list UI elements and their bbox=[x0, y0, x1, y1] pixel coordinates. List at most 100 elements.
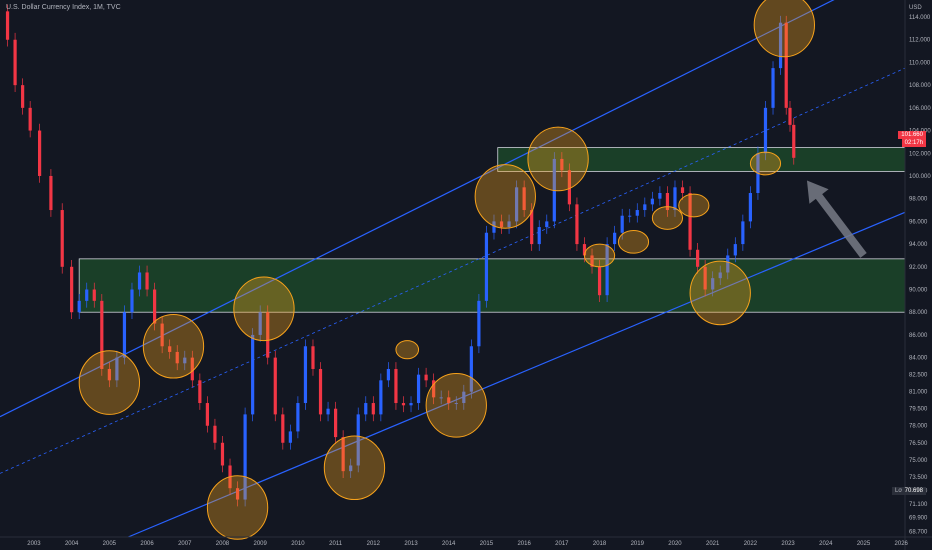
low-label: Low bbox=[892, 487, 910, 495]
candle bbox=[792, 124, 796, 158]
candle bbox=[175, 351, 179, 364]
candle bbox=[318, 368, 323, 415]
highlight-circle-3 bbox=[233, 276, 295, 342]
time-tick-label: 2026 bbox=[895, 541, 909, 547]
candle bbox=[741, 221, 745, 245]
candle bbox=[364, 403, 368, 415]
highlight-circle-9 bbox=[583, 243, 616, 268]
candle bbox=[537, 227, 541, 245]
time-tick-label: 2010 bbox=[291, 541, 305, 547]
time-tick-label: 2007 bbox=[178, 541, 192, 547]
price-tick-label: 75.000 bbox=[909, 458, 928, 464]
candle bbox=[590, 255, 594, 267]
candle bbox=[258, 312, 262, 335]
time-tick-label: 2017 bbox=[555, 541, 569, 547]
candle bbox=[582, 244, 587, 256]
candle bbox=[658, 193, 662, 199]
candle bbox=[281, 414, 285, 443]
candle bbox=[160, 323, 164, 347]
time-tick-label: 2012 bbox=[367, 541, 381, 547]
candle bbox=[688, 193, 692, 250]
candle bbox=[447, 397, 451, 404]
time-tick-label: 2008 bbox=[216, 541, 230, 547]
candle bbox=[635, 210, 639, 216]
candle bbox=[13, 39, 17, 86]
candle bbox=[49, 175, 53, 211]
candle bbox=[60, 210, 64, 267]
last-price-badge: 101.660 bbox=[898, 131, 926, 139]
price-tick-label: 112.000 bbox=[909, 38, 931, 44]
price-tick-label: 92.000 bbox=[909, 265, 928, 271]
candle bbox=[778, 22, 783, 69]
candle bbox=[28, 107, 32, 131]
arrow-icon bbox=[806, 180, 867, 258]
price-tick-label: 73.500 bbox=[909, 475, 928, 481]
price-tick-label: 84.000 bbox=[909, 356, 928, 362]
highlight-circle-0 bbox=[78, 350, 141, 415]
candle bbox=[145, 272, 149, 290]
price-scale-currency: USD bbox=[909, 5, 922, 11]
candle bbox=[650, 198, 654, 205]
candle bbox=[605, 244, 609, 296]
candle bbox=[696, 249, 700, 267]
candle bbox=[371, 403, 375, 415]
time-tick-label: 2025 bbox=[857, 541, 871, 547]
price-tick-label: 88.000 bbox=[909, 310, 928, 316]
candle bbox=[213, 425, 217, 443]
candle bbox=[515, 187, 519, 222]
candle bbox=[130, 289, 134, 313]
candle bbox=[507, 221, 511, 228]
highlight-circle-6 bbox=[425, 373, 487, 438]
candle bbox=[560, 158, 564, 171]
candle bbox=[424, 374, 428, 381]
candle bbox=[220, 442, 225, 466]
candle bbox=[37, 130, 42, 176]
candle bbox=[469, 346, 473, 392]
candle bbox=[137, 272, 142, 290]
price-tick-label: 108.000 bbox=[909, 83, 931, 89]
highlight-circle-15 bbox=[753, 0, 815, 58]
highlight-circle-10 bbox=[617, 229, 650, 254]
candle bbox=[409, 403, 413, 406]
price-tick-label: 98.000 bbox=[909, 197, 928, 203]
time-tick-label: 2011 bbox=[329, 541, 343, 547]
candle bbox=[703, 266, 707, 290]
candle bbox=[115, 357, 119, 381]
candle bbox=[326, 408, 330, 415]
candle bbox=[296, 403, 300, 432]
candle bbox=[183, 357, 187, 364]
highlight-circle-7 bbox=[474, 164, 536, 229]
candle bbox=[439, 397, 443, 399]
candle bbox=[484, 232, 489, 301]
candle bbox=[597, 266, 602, 296]
channel-line-1 bbox=[127, 211, 906, 538]
highlight-circle-14 bbox=[749, 151, 782, 176]
time-tick-label: 2003 bbox=[27, 541, 41, 547]
candle bbox=[522, 187, 526, 211]
candle bbox=[620, 215, 624, 233]
candle bbox=[379, 380, 383, 415]
price-tick-label: 81.000 bbox=[909, 390, 928, 396]
candle bbox=[303, 346, 308, 404]
candle bbox=[107, 368, 111, 381]
candle bbox=[788, 107, 792, 125]
candle bbox=[530, 210, 534, 245]
candle bbox=[575, 204, 579, 245]
time-tick-label: 2013 bbox=[404, 541, 418, 547]
candle bbox=[311, 346, 315, 369]
candle bbox=[122, 312, 127, 358]
highlight-circle-2 bbox=[206, 475, 269, 540]
candle bbox=[21, 85, 25, 108]
candle bbox=[70, 266, 74, 313]
highlight-circle-12 bbox=[678, 193, 710, 218]
support-zone-0 bbox=[78, 258, 906, 313]
time-tick-label: 2022 bbox=[744, 541, 758, 547]
candle bbox=[545, 221, 549, 228]
price-tick-label: 106.000 bbox=[909, 106, 931, 112]
highlight-circle-1 bbox=[142, 313, 205, 379]
candle bbox=[266, 312, 270, 358]
price-tick-label: 90.000 bbox=[909, 288, 928, 294]
candle bbox=[432, 380, 436, 398]
candle bbox=[85, 289, 89, 301]
